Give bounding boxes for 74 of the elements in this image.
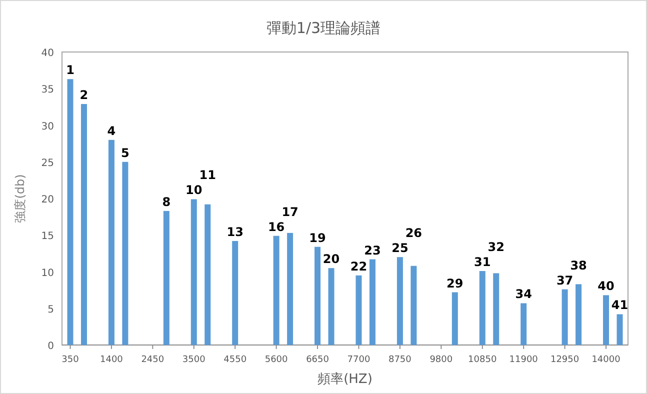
bar: [204, 204, 211, 345]
annotation: 10: [186, 183, 202, 198]
bar: [80, 104, 87, 345]
annotation: 17: [282, 204, 298, 219]
annotation: 11: [199, 168, 216, 182]
bar: [232, 240, 238, 345]
y-tick-label: 20: [41, 194, 54, 206]
annotation: 2: [80, 88, 88, 102]
bar: [163, 210, 170, 345]
annotation: 38: [570, 258, 587, 272]
bar: [122, 162, 128, 345]
y-tick-label: 40: [41, 48, 54, 59]
annotation: 32: [488, 240, 504, 254]
y-tick-label: 15: [41, 231, 54, 242]
chart-title: 彈動1/3理論頻譜: [266, 19, 381, 37]
x-tick-label: 14000: [592, 355, 621, 365]
bar: [328, 268, 334, 345]
x-tick-label: 4550: [224, 355, 247, 365]
x-tick-label: 2450: [141, 355, 164, 365]
annotation: 13: [226, 224, 244, 239]
y-tick-label: 25: [41, 158, 54, 169]
y-tick-label: 35: [41, 84, 54, 96]
bar: [576, 284, 582, 345]
x-axis-title: 頻率(HZ): [318, 371, 372, 387]
annotation: 1: [66, 63, 74, 78]
bar: [616, 314, 623, 345]
bar: [452, 292, 458, 345]
x-tick-label: 10850: [468, 355, 497, 365]
annotation: 29: [446, 276, 464, 290]
x-tick-label: 9800: [430, 355, 453, 365]
x-tick-label: 8750: [388, 355, 412, 365]
y-tick-label: 5: [48, 304, 54, 316]
bar: [273, 236, 280, 345]
x-tick-label: 350: [62, 355, 80, 365]
bar: [108, 140, 114, 345]
y-tick-label: 30: [41, 121, 54, 132]
annotation: 20: [322, 252, 340, 266]
bar: [356, 275, 362, 345]
annotation: 41: [611, 298, 628, 312]
bar: [479, 271, 486, 345]
bar: [287, 232, 294, 345]
annotation: 26: [405, 226, 422, 240]
bar: [314, 246, 321, 345]
annotation: 34: [515, 287, 532, 302]
bar: [493, 273, 500, 345]
annotation: 5: [121, 146, 130, 160]
bar: [67, 79, 74, 345]
bar: [369, 259, 376, 345]
bar: [396, 257, 403, 345]
bar: [190, 199, 197, 345]
annotation: 37: [556, 273, 574, 288]
bar: [520, 303, 527, 345]
x-tick-label: 3500: [182, 355, 206, 365]
annotation: 23: [364, 243, 381, 258]
x-tick-label: 11900: [509, 355, 538, 365]
x-tick-label: 7700: [347, 355, 370, 365]
annotation: 31: [474, 255, 491, 270]
annotation: 16: [268, 220, 285, 234]
annotation: 22: [350, 259, 368, 274]
x-tick-label: 5600: [264, 355, 288, 365]
y-axis-title: 強度(db): [13, 174, 27, 223]
x-tick-label: 1400: [100, 355, 124, 365]
annotation: 19: [309, 230, 326, 245]
annotation: 4: [107, 124, 116, 138]
annotation: 40: [598, 279, 614, 294]
x-tick-label: 6650: [306, 355, 330, 365]
x-tick-label: 12950: [550, 355, 580, 365]
bar: [410, 266, 417, 345]
bar: [562, 289, 568, 345]
annotation: 25: [392, 241, 408, 256]
y-tick-label: 0: [48, 341, 54, 352]
annotation: 8: [162, 194, 171, 209]
y-tick-label: 10: [41, 268, 54, 279]
bar: [603, 295, 610, 345]
